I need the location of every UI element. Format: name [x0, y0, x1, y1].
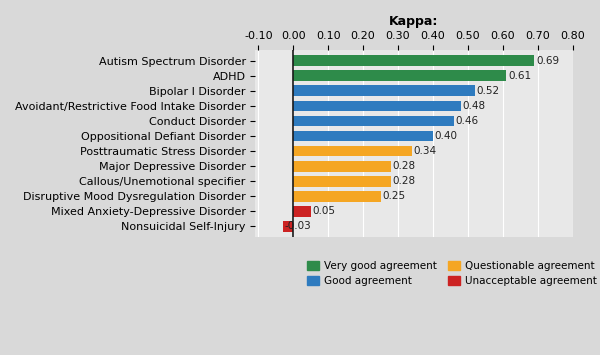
X-axis label: Kappa:: Kappa: [389, 15, 439, 28]
Text: 0.28: 0.28 [393, 176, 416, 186]
Legend: Very good agreement, Good agreement, Questionable agreement, Unacceptable agreem: Very good agreement, Good agreement, Que… [302, 257, 600, 290]
Bar [293, 161, 391, 171]
Bar [293, 206, 311, 217]
Text: 0.28: 0.28 [393, 161, 416, 171]
Text: 0.46: 0.46 [455, 116, 479, 126]
Text: 0.25: 0.25 [382, 191, 406, 201]
Bar [293, 116, 454, 126]
Text: 0.40: 0.40 [434, 131, 458, 141]
Text: 0.05: 0.05 [313, 206, 335, 216]
Bar [293, 55, 534, 66]
Bar [293, 191, 380, 202]
Text: 0.52: 0.52 [476, 86, 500, 96]
Text: 0.48: 0.48 [463, 101, 486, 111]
Bar [293, 70, 506, 81]
Bar [293, 176, 391, 186]
Text: 0.34: 0.34 [414, 146, 437, 156]
Text: 0.69: 0.69 [536, 56, 559, 66]
Bar [283, 221, 293, 232]
Text: 0.61: 0.61 [508, 71, 531, 81]
Bar [293, 146, 412, 157]
Bar [293, 86, 475, 96]
Bar [293, 131, 433, 141]
Bar [293, 100, 461, 111]
Text: -0.03: -0.03 [284, 221, 311, 231]
